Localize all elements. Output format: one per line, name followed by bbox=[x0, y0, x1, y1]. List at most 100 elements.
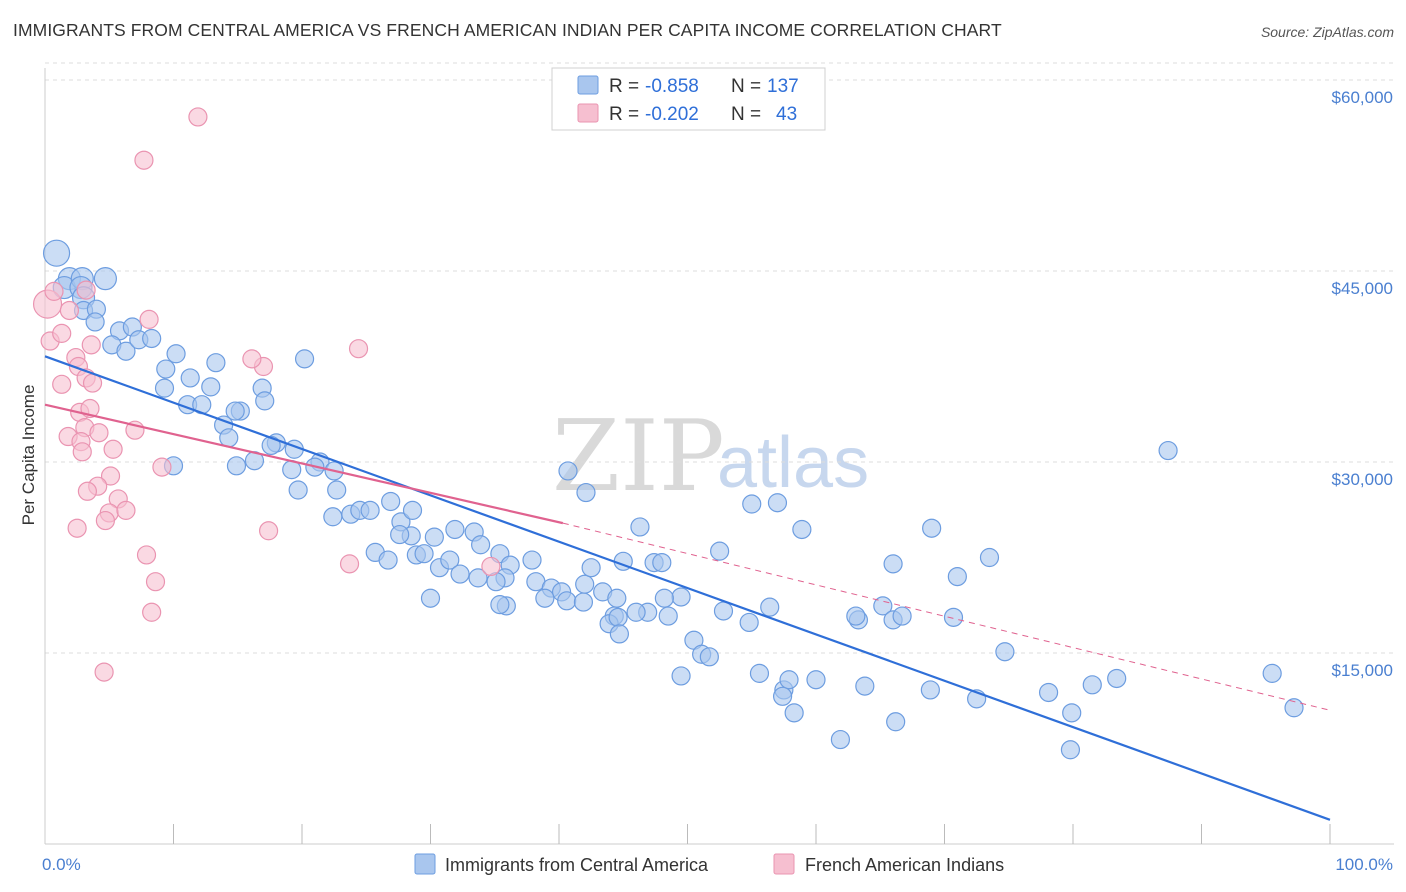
point-central-america bbox=[979, 547, 1000, 568]
point-central-america bbox=[1038, 682, 1059, 703]
legend-swatch-pink bbox=[577, 103, 599, 123]
point-central-america bbox=[947, 566, 967, 587]
point-central-america bbox=[390, 524, 410, 545]
point-central-america bbox=[116, 341, 136, 361]
point-central-america bbox=[767, 493, 788, 513]
point-french-american-indian bbox=[188, 107, 208, 127]
point-central-america bbox=[1158, 440, 1178, 461]
point-central-america bbox=[42, 239, 71, 267]
point-french-american-indian bbox=[95, 510, 115, 531]
point-central-america bbox=[742, 494, 762, 514]
point-central-america bbox=[671, 587, 691, 607]
legend-top: R = -0.858 N = 137 R = -0.202 N = 43 bbox=[551, 67, 826, 131]
legend-n-value-2: 43 bbox=[776, 104, 797, 125]
legend-swatch-blue bbox=[577, 75, 599, 95]
y-axis-title: Per Capita Income bbox=[19, 385, 38, 526]
point-central-america bbox=[360, 500, 380, 520]
point-central-america bbox=[219, 428, 239, 448]
point-central-america bbox=[943, 607, 964, 627]
legend-r-label-2: R = bbox=[609, 104, 639, 125]
legend-bottom-swatch-blue bbox=[414, 853, 436, 875]
point-central-america bbox=[699, 647, 719, 667]
series-french-american-indian-points bbox=[32, 107, 501, 682]
source-label: Source: ZipAtlas.com bbox=[1260, 24, 1394, 40]
legend-r-value-1: -0.858 bbox=[645, 76, 699, 97]
point-central-america bbox=[206, 353, 226, 373]
point-french-american-indian bbox=[142, 602, 162, 622]
point-french-american-indian bbox=[100, 466, 121, 486]
series-central-america-points bbox=[42, 239, 1304, 760]
point-french-american-indian bbox=[242, 349, 262, 369]
y-tick-label-45000: $45,000 bbox=[1332, 279, 1393, 298]
y-tick-label-60000: $60,000 bbox=[1332, 88, 1393, 107]
point-french-american-indian bbox=[81, 335, 101, 355]
point-central-america bbox=[760, 597, 780, 617]
point-french-american-indian bbox=[76, 280, 96, 300]
point-central-america bbox=[445, 519, 465, 540]
point-french-american-indian bbox=[152, 457, 172, 477]
point-central-america bbox=[1082, 675, 1102, 695]
point-central-america bbox=[85, 312, 105, 332]
point-central-america bbox=[710, 541, 730, 561]
point-french-american-indian bbox=[481, 556, 501, 577]
point-central-america bbox=[658, 606, 678, 626]
point-central-america bbox=[1062, 703, 1082, 723]
point-central-america bbox=[630, 517, 650, 537]
point-french-american-indian bbox=[103, 439, 123, 459]
point-french-american-indian bbox=[94, 662, 114, 682]
point-central-america bbox=[609, 624, 629, 644]
point-french-american-indian bbox=[52, 323, 72, 343]
point-central-america bbox=[772, 686, 793, 706]
point-central-america bbox=[575, 574, 595, 594]
point-central-america bbox=[180, 368, 200, 388]
point-french-american-indian bbox=[258, 521, 279, 541]
point-central-america bbox=[156, 359, 176, 379]
point-french-american-indian bbox=[348, 339, 369, 359]
axes bbox=[44, 68, 1394, 845]
point-central-america bbox=[294, 349, 315, 369]
point-central-america bbox=[450, 564, 470, 584]
point-central-america bbox=[886, 712, 906, 732]
y-tick-label-15000: $15,000 bbox=[1332, 661, 1393, 680]
point-central-america bbox=[557, 591, 577, 611]
legend-r-label-1: R = bbox=[609, 76, 639, 97]
point-central-america bbox=[779, 670, 799, 690]
point-central-america bbox=[471, 535, 491, 555]
point-central-america bbox=[166, 344, 186, 364]
x-tick-label-max: 100.0% bbox=[1335, 855, 1393, 874]
point-central-america bbox=[255, 391, 275, 411]
point-central-america bbox=[607, 588, 627, 608]
point-central-america bbox=[93, 267, 117, 291]
legend-bottom-label-pink: French American Indians bbox=[805, 855, 1004, 875]
point-central-america bbox=[142, 328, 162, 349]
point-central-america bbox=[626, 602, 646, 622]
legend-n-label-1: N = bbox=[731, 76, 761, 97]
point-central-america bbox=[806, 670, 826, 690]
legend-r-value-2: -0.202 bbox=[645, 104, 699, 125]
point-central-america bbox=[1284, 698, 1304, 718]
point-central-america bbox=[468, 568, 488, 588]
point-central-america bbox=[535, 588, 555, 608]
point-central-america bbox=[713, 601, 734, 621]
point-french-american-indian bbox=[145, 572, 166, 592]
point-central-america bbox=[576, 482, 596, 503]
point-central-america bbox=[201, 377, 221, 397]
point-central-america bbox=[749, 663, 770, 683]
point-central-america bbox=[154, 378, 175, 398]
point-french-american-indian bbox=[44, 281, 64, 301]
point-french-american-indian bbox=[139, 309, 159, 329]
point-central-america bbox=[830, 729, 851, 750]
point-central-america bbox=[381, 491, 401, 512]
point-central-america bbox=[226, 456, 247, 476]
point-central-america bbox=[873, 596, 893, 616]
point-central-america bbox=[739, 612, 759, 633]
legend-bottom-swatch-pink bbox=[773, 853, 795, 875]
point-central-america bbox=[920, 680, 940, 700]
point-french-american-indian bbox=[77, 481, 98, 501]
point-central-america bbox=[883, 554, 903, 574]
point-central-america bbox=[490, 595, 510, 615]
point-french-american-indian bbox=[59, 300, 80, 321]
point-central-america bbox=[414, 544, 434, 564]
point-french-american-indian bbox=[72, 442, 92, 462]
point-central-america bbox=[1107, 668, 1127, 689]
